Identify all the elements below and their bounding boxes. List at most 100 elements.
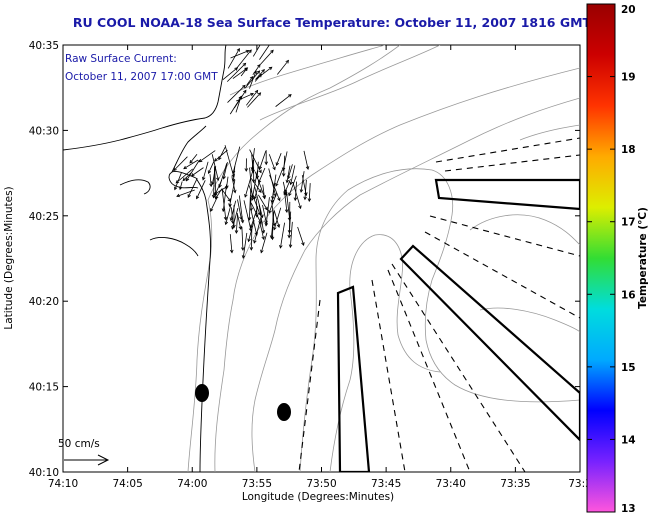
current-vector-head	[275, 182, 279, 187]
current-vector-head	[243, 89, 247, 94]
current-vector	[244, 169, 254, 198]
radial-sampling-lines	[298, 137, 580, 472]
current-vector-head	[232, 189, 237, 194]
colorbar-tick-label: 18	[621, 144, 636, 156]
x-tick-label: 73:45	[371, 478, 401, 490]
current-vector-head	[270, 49, 274, 54]
current-vector-head	[175, 179, 180, 184]
current-vector-head	[258, 73, 262, 78]
current-vector	[262, 184, 266, 199]
current-vector-head	[214, 192, 218, 197]
scale-arrow	[64, 454, 110, 466]
x-tick-label: 73:50	[306, 478, 336, 490]
buoy-marker-1	[195, 384, 209, 402]
current-vector	[231, 208, 239, 230]
current-vector-head	[285, 59, 289, 64]
current-vector-head	[238, 226, 243, 230]
current-vector-head	[248, 49, 252, 54]
current-vector-head	[298, 205, 302, 210]
current-vector	[187, 177, 198, 198]
current-vector	[304, 179, 307, 200]
colorbar	[586, 3, 616, 513]
current-vector-head	[279, 244, 283, 249]
current-vector-head	[260, 40, 263, 43]
current-vector	[214, 179, 223, 196]
annotation-line-1: Raw Surface Current:	[65, 53, 177, 65]
current-vector-head	[264, 161, 269, 166]
current-vector-head	[244, 193, 248, 198]
current-vector-head	[299, 189, 304, 193]
current-vector	[268, 168, 277, 197]
current-vector	[257, 194, 268, 210]
current-vector	[225, 204, 232, 225]
current-vector-head	[241, 255, 246, 259]
x-tick-label: 73:3	[568, 478, 592, 490]
current-vector	[290, 165, 296, 185]
current-vector-head	[249, 76, 254, 80]
current-vector	[273, 207, 282, 230]
current-vector-head	[288, 94, 292, 98]
current-vector-head	[224, 221, 229, 226]
current-vector-head	[261, 236, 265, 241]
current-vector	[282, 181, 287, 195]
current-vector	[222, 67, 238, 81]
current-vector-head	[258, 189, 262, 193]
current-vector	[250, 196, 252, 211]
current-vector-head	[251, 169, 255, 174]
current-vector	[182, 172, 192, 181]
current-vector-head	[284, 209, 289, 213]
current-vector	[246, 76, 254, 86]
current-vector-head	[173, 167, 177, 172]
colorbar-tick-label: 20	[621, 4, 636, 16]
current-vector-head	[210, 208, 214, 212]
current-vector-head	[277, 197, 281, 202]
current-vector	[174, 172, 182, 190]
y-tick-label: 40:35	[29, 40, 59, 52]
current-vector	[235, 214, 238, 234]
x-tick-label: 73:55	[242, 478, 272, 490]
current-vector-head	[250, 92, 255, 97]
current-vector-head	[245, 49, 250, 54]
y-tick-label: 40:30	[29, 125, 59, 137]
current-vector	[275, 169, 283, 187]
current-vector	[289, 221, 293, 248]
current-vector	[268, 154, 276, 170]
current-vector	[262, 204, 267, 224]
current-vector	[222, 184, 227, 212]
current-vector-head	[229, 249, 234, 254]
current-vector-head	[216, 177, 220, 182]
y-tick-label: 40:20	[29, 296, 59, 308]
current-vector	[235, 96, 242, 113]
current-vector	[247, 92, 261, 108]
current-vector-head	[254, 89, 259, 94]
current-vector-head	[247, 238, 251, 243]
current-vector	[301, 174, 307, 196]
current-vector-head	[253, 195, 257, 200]
x-axis-ticks: 74:10 74:05 74:00 73:55 73:50 73:45 73:40 73:35…	[48, 45, 592, 490]
current-vector-head	[223, 216, 228, 221]
current-vector-head	[231, 174, 235, 178]
current-vector	[287, 164, 293, 179]
current-vector	[189, 153, 198, 164]
current-vector-head	[242, 84, 246, 89]
current-vector	[253, 216, 262, 244]
current-vector	[183, 159, 199, 170]
current-vector	[254, 74, 262, 82]
current-vector	[232, 146, 241, 174]
current-vector-head	[287, 234, 292, 239]
current-vector	[250, 177, 262, 193]
current-vector	[244, 70, 260, 89]
current-vector-head	[178, 186, 183, 191]
scale-bar-label: 50 cm/s	[58, 438, 100, 450]
current-vector-head	[244, 168, 249, 172]
current-vector	[213, 166, 215, 198]
current-vector	[230, 200, 237, 221]
current-vector-head	[254, 232, 258, 236]
current-vector	[285, 190, 291, 221]
current-vector	[272, 174, 277, 200]
current-vector-head	[256, 70, 261, 74]
current-vector-head	[257, 63, 261, 68]
current-vector	[252, 45, 261, 57]
current-vector-head	[244, 67, 249, 71]
current-vector	[303, 150, 309, 170]
